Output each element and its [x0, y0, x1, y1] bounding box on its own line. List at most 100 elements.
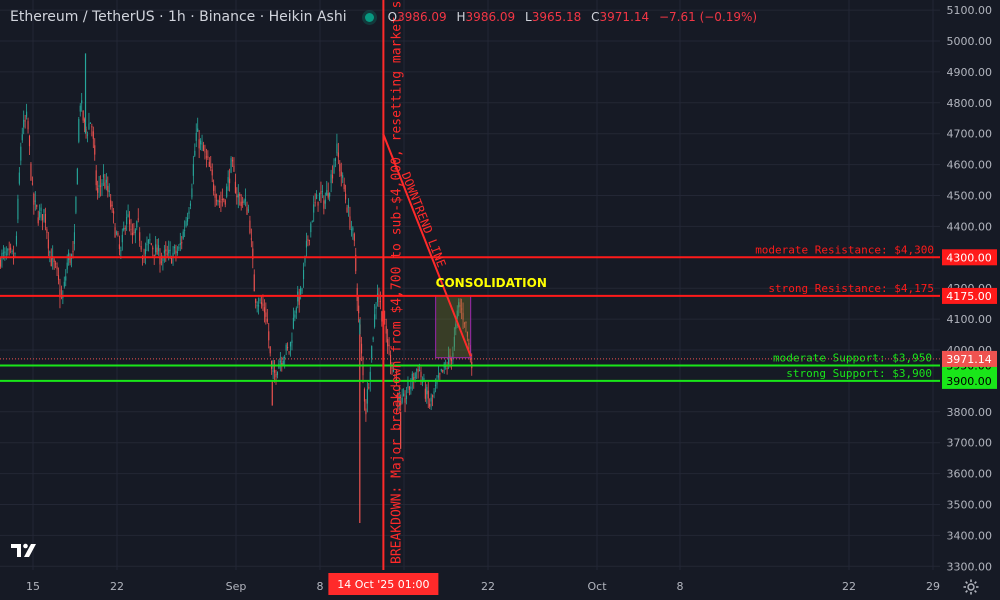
- candle-body: [448, 356, 450, 365]
- candle-body: [163, 250, 165, 254]
- candle-body: [401, 397, 403, 403]
- candle-body: [463, 323, 466, 325]
- candle-body: [456, 310, 458, 319]
- candle-body: [240, 201, 242, 206]
- candle-body: [184, 229, 186, 231]
- candle-body: [121, 234, 123, 243]
- candle-body: [211, 169, 213, 176]
- level-text: strong Resistance: $4,175: [768, 282, 934, 295]
- candle-body: [372, 337, 374, 340]
- open-value: 3986.09: [397, 10, 447, 24]
- candle-body: [376, 293, 379, 303]
- candle-body: [450, 357, 452, 362]
- candle-body: [224, 200, 226, 205]
- candle-body: [46, 229, 48, 233]
- candle-body: [303, 270, 305, 280]
- symbol-title[interactable]: Ethereum / TetherUS · 1h · Binance · Hei…: [10, 9, 347, 25]
- candle-body: [247, 209, 249, 211]
- candle-body: [144, 249, 147, 254]
- candle-body: [204, 151, 206, 153]
- candle-body: [388, 344, 390, 347]
- candle-body: [233, 165, 235, 172]
- x-tick-label: 8: [317, 580, 324, 593]
- gear-icon[interactable]: [962, 578, 980, 596]
- candle-body: [390, 354, 392, 365]
- chart-header: Ethereum / TetherUS · 1h · Binance · Hei…: [10, 6, 763, 28]
- candle-body: [104, 182, 106, 189]
- candle-body: [169, 249, 171, 251]
- candle-body: [216, 200, 218, 202]
- candle-body: [258, 305, 260, 307]
- y-tick-label: 3500.00: [947, 499, 993, 512]
- candle-body: [185, 221, 187, 227]
- candle-body: [223, 198, 225, 200]
- candle-body: [11, 251, 13, 253]
- candle-body: [207, 156, 209, 158]
- y-tick-label: 3600.00: [947, 468, 993, 481]
- crosshair-date-label: 14 Oct '25 01:00: [337, 578, 429, 591]
- candle-body: [453, 336, 455, 347]
- candle-body: [76, 168, 78, 185]
- candle-body: [65, 276, 67, 281]
- x-tick-label: Sep: [226, 580, 247, 593]
- candle-body: [307, 239, 309, 241]
- market-status-icon: [364, 12, 374, 22]
- x-tick-label: 22: [110, 580, 124, 593]
- candle-body: [352, 227, 354, 231]
- candle-body: [44, 213, 46, 223]
- candle-body: [452, 352, 454, 359]
- candle-body: [279, 360, 281, 363]
- candle-body: [150, 243, 152, 245]
- candle-body: [187, 217, 189, 222]
- candle-body: [33, 193, 35, 205]
- candle-body: [327, 193, 329, 198]
- candle-body: [129, 219, 131, 225]
- candle-body: [281, 363, 283, 365]
- candle-body: [69, 256, 71, 263]
- candle-body: [397, 393, 399, 402]
- candle-body: [189, 203, 191, 206]
- level-price-tag: [942, 372, 997, 389]
- candle-body: [73, 232, 75, 244]
- candle-body: [55, 263, 57, 265]
- candle-body: [133, 232, 135, 234]
- candle-body: [23, 119, 25, 128]
- candle-body: [304, 255, 306, 263]
- candle-body: [237, 194, 239, 198]
- close-label: C: [591, 10, 600, 24]
- candle-body: [162, 258, 164, 261]
- candle-body: [243, 200, 245, 203]
- candle-body: [18, 172, 20, 184]
- candle-body: [449, 355, 451, 359]
- level-text: moderate Resistance: $4,300: [755, 243, 934, 256]
- candle-body: [147, 239, 149, 244]
- candle-body: [330, 174, 332, 183]
- candle-body: [361, 343, 363, 354]
- candle-body: [340, 171, 342, 177]
- candle-body: [332, 174, 334, 179]
- overlays: moderate Resistance: $4,300 strong Resist…: [0, 0, 940, 570]
- candle-body: [375, 306, 377, 309]
- candle-body: [231, 159, 234, 162]
- x-tick-label: 8: [677, 580, 684, 593]
- candle-body: [82, 110, 84, 121]
- candle-body: [262, 303, 264, 307]
- candle-body: [291, 340, 293, 343]
- candle-body: [424, 388, 426, 399]
- candle-body: [269, 346, 271, 354]
- candle-body: [182, 231, 184, 239]
- candle-body: [263, 307, 265, 313]
- change-value: −7.61 (−0.19%): [658, 10, 758, 24]
- candle-body: [249, 220, 251, 233]
- tradingview-logo-icon[interactable]: [9, 540, 39, 560]
- candle-body: [68, 252, 70, 260]
- candle-body: [202, 145, 205, 151]
- candles: [0, 53, 473, 524]
- candle-body: [310, 223, 312, 233]
- candle-body: [458, 302, 460, 308]
- candle-body: [86, 134, 89, 136]
- candle-body: [255, 298, 257, 303]
- candle-body: [229, 178, 231, 184]
